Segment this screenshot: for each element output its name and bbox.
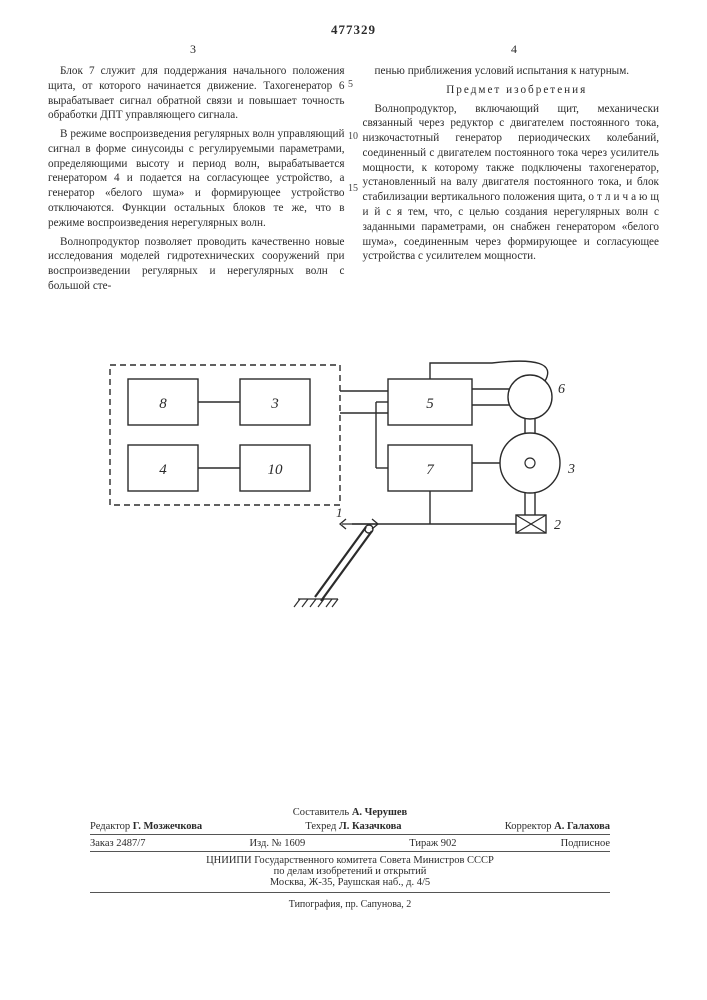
para: Волнопродуктор позволяет проводить качес… [48,235,345,294]
svg-text:2: 2 [554,518,561,533]
colophon: Составитель А. Черушев Редактор Г. Мозже… [90,807,610,910]
svg-text:4: 4 [159,462,167,478]
para: В режиме воспроизведения регулярных волн… [48,127,345,230]
block-diagram: 8 3 4 10 1 5 [100,345,620,645]
svg-text:10: 10 [268,462,284,478]
patent-number: 477329 [0,22,707,38]
typography-line: Типография, пр. Сапунова, 2 [90,899,610,910]
line-marker: 10 [348,132,358,142]
order-row: Заказ 2487/7 Изд. № 1609 Тираж 902 Подпи… [90,838,610,852]
addr-line: Москва, Ж-35, Раушская наб., д. 4/5 [90,877,610,888]
svg-text:6: 6 [558,382,565,397]
block-8: 8 [128,379,198,425]
line-marker: 15 [348,184,358,194]
svg-text:3: 3 [270,396,279,412]
page-num-left: 3 [190,42,196,57]
block-10: 10 [240,445,310,491]
compiler-line: Составитель А. Черушев [90,807,610,818]
page: 477329 3 4 5 10 15 Блок 7 служит для под… [0,0,707,1000]
rule [90,892,610,893]
right-column: пенью приближения условий испытания к на… [363,64,660,298]
org-line: по делам изобретений и открытий [90,866,610,877]
para: Волнопродуктор, включающий щит, механиче… [363,102,660,265]
claims-heading: Предмет изобретения [363,83,660,98]
lever-arm [315,525,373,601]
svg-text:3: 3 [567,462,575,477]
block-9: 3 [240,379,310,425]
org-line: ЦНИИПИ Государственного комитета Совета … [90,855,610,866]
svg-text:5: 5 [426,396,434,412]
block-4: 4 [128,445,198,491]
line-markers: 5 10 15 [348,80,358,236]
wire-feedback [430,361,548,381]
left-column: Блок 7 служит для поддержания начального… [48,64,345,298]
ground-hatch-icon [294,599,338,607]
label-1: 1 [336,505,343,520]
block-7: 7 [388,445,472,491]
svg-text:8: 8 [159,396,167,412]
block-outer-dashed [110,365,340,505]
line-marker: 5 [348,80,358,90]
circle-6: 6 [508,375,565,419]
box-2: 2 [516,515,561,533]
credits-row: Редактор Г. Мозжечкова Техред Л. Казачко… [90,821,610,835]
circle-3: 3 [500,433,575,493]
page-num-right: 4 [511,42,517,57]
svg-text:7: 7 [426,462,435,478]
para: Блок 7 служит для поддержания начального… [48,64,345,123]
block-5: 5 [388,379,472,425]
para: пенью приближения условий испытания к на… [363,64,660,79]
